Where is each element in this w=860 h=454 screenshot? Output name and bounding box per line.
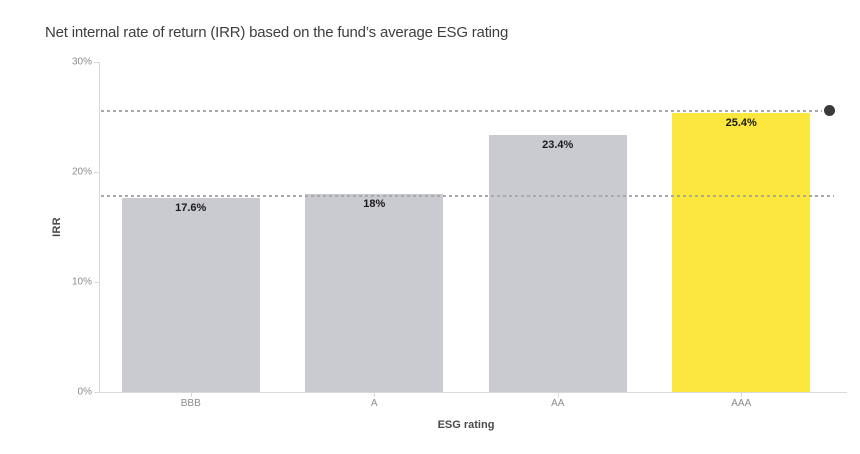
x-tick-mark — [741, 392, 743, 397]
x-tick-mark — [190, 392, 192, 397]
bar-value-label: 23.4% — [542, 138, 574, 151]
plot-area — [99, 62, 847, 393]
bar-value-label: 18% — [363, 198, 386, 210]
bar-aa — [488, 134, 627, 392]
chart-title: Net internal rate of return (IRR) based … — [45, 24, 509, 41]
y-tick-mark — [94, 391, 99, 393]
bar-value-label: 17.6% — [175, 202, 207, 215]
y-tick-label: 10% — [71, 276, 92, 288]
x-tick-label: AAA — [731, 398, 752, 409]
x-tick-label: AA — [551, 398, 565, 409]
y-tick-mark — [94, 61, 99, 63]
x-tick-mark — [374, 392, 376, 397]
reference-line — [101, 109, 822, 112]
y-axis-title: IRR — [51, 217, 63, 237]
bar-bbb — [121, 198, 260, 392]
y-tick-label: 20% — [71, 166, 92, 178]
y-tick-label: 0% — [77, 386, 92, 398]
x-tick-mark — [557, 392, 559, 397]
y-tick-label: 30% — [71, 56, 92, 68]
x-axis-title: ESG rating — [437, 419, 495, 431]
y-tick-mark — [94, 171, 99, 173]
x-tick-label: BBB — [180, 398, 201, 409]
bar-a — [305, 194, 444, 392]
y-tick-mark — [94, 281, 99, 283]
bar-aaa — [672, 112, 811, 392]
reference-endpoint-dot — [823, 105, 835, 117]
bar-value-label: 25.4% — [725, 116, 757, 129]
reference-line — [101, 195, 834, 198]
x-tick-label: A — [370, 398, 378, 409]
